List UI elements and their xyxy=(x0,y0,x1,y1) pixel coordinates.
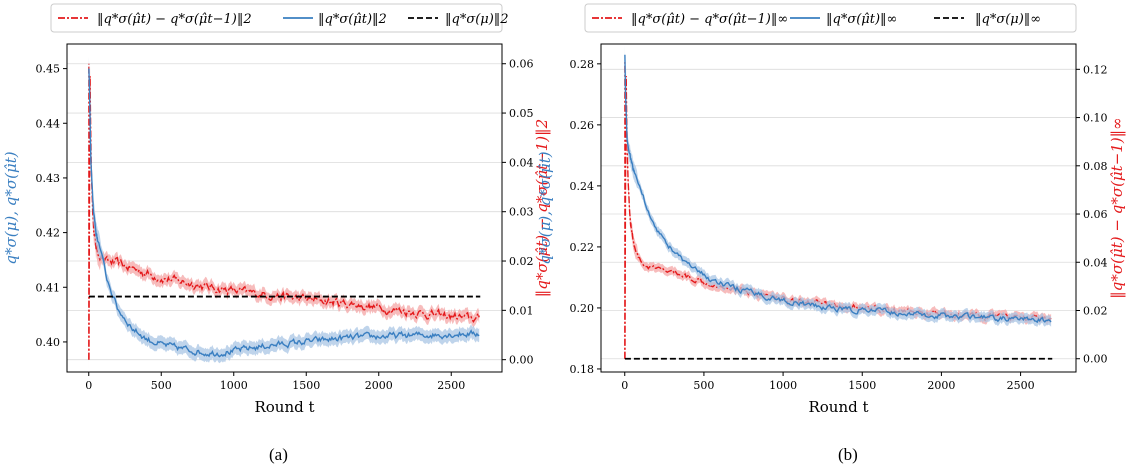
legend-label: ‖q*σ(μ̂t)‖∞ xyxy=(826,12,897,27)
legend: ‖q*σ(μ̂t) − q*σ(μ̂t−1)‖∞ ‖q*σ(μ̂t)‖∞ ‖q*σ(… xyxy=(584,3,1077,33)
y-left-tick-label: 0.26 xyxy=(570,119,595,132)
series-band-estimate xyxy=(624,45,1052,328)
caption-b: (b) xyxy=(838,445,858,464)
series-band-difference xyxy=(88,65,480,371)
plot-frame xyxy=(600,43,1077,373)
y-right-axis-label: ‖q*σ(μ̂t) − q*σ(μ̂t−1)‖∞ xyxy=(1108,117,1126,298)
plot-frame xyxy=(66,43,503,373)
x-tick-label: 0 xyxy=(85,379,92,392)
y-left-tick-label: 0.40 xyxy=(36,336,61,349)
y-left-tick-label: 0.22 xyxy=(570,241,595,254)
x-tick-label: 500 xyxy=(693,379,714,392)
y-right-axis-label: ‖q*σ(μ̂t) − q*σ(μ̂t−1)‖2 xyxy=(533,119,551,297)
y-left-tick-label: 0.18 xyxy=(570,363,595,376)
series-line-estimate xyxy=(88,68,480,358)
x-tick-label: 2000 xyxy=(927,379,955,392)
x-tick-label: 0 xyxy=(621,379,628,392)
y-right-tick-label: 0.02 xyxy=(1083,305,1108,318)
legend-box xyxy=(50,3,503,33)
y-right-tick-label: 0.06 xyxy=(1083,208,1108,221)
series-line-estimate xyxy=(624,54,1052,324)
y-left-tick-label: 0.28 xyxy=(570,58,595,71)
y-left-tick-label: 0.44 xyxy=(36,117,61,130)
y-right-tick-label: 0.05 xyxy=(509,107,534,120)
y-left-tick-label: 0.43 xyxy=(36,172,61,185)
y-right-tick-label: 0.10 xyxy=(1083,112,1108,125)
legend: ‖q*σ(μ̂t) − q*σ(μ̂t−1)‖2 ‖q*σ(μ̂t)‖2 ‖q*σ(… xyxy=(50,3,509,33)
series-band-estimate xyxy=(88,56,480,364)
legend-label: ‖q*σ(μ)‖2 xyxy=(445,12,509,27)
y-left-tick-label: 0.45 xyxy=(36,63,61,76)
legend-box xyxy=(584,3,1077,33)
x-tick-label: 2500 xyxy=(437,379,465,392)
y-right-tick-label: 0.06 xyxy=(509,58,534,71)
x-tick-label: 1000 xyxy=(220,379,248,392)
caption-a: (a) xyxy=(269,445,288,464)
y-left-tick-label: 0.42 xyxy=(36,227,61,240)
x-tick-label: 2500 xyxy=(1007,379,1035,392)
y-right-tick-label: 0.12 xyxy=(1083,63,1108,76)
y-left-tick-label: 0.20 xyxy=(570,302,595,315)
legend-label: ‖q*σ(μ̂t)‖2 xyxy=(318,12,387,27)
y-right-tick-label: 0.08 xyxy=(1083,160,1108,173)
y-right-tick-label: 0.00 xyxy=(1083,353,1108,366)
y-right-tick-label: 0.01 xyxy=(509,304,534,317)
legend-label: ‖q*σ(μ̂t) − q*σ(μ̂t−1)‖∞ xyxy=(631,12,788,27)
chart-panel-a: 0 500 1000 1500 2000 2500 0.40 0.41 0.42 0.43 0.44… xyxy=(2,3,551,416)
y-right-tick-label: 0.02 xyxy=(509,255,534,268)
y-right-tick-label: 0.04 xyxy=(509,156,534,169)
y-right-tick-label: 0.03 xyxy=(509,206,534,219)
x-tick-label: 1500 xyxy=(848,379,876,392)
series-line-difference xyxy=(88,76,480,360)
x-axis-label: Round t xyxy=(808,398,868,416)
y-left-axis-label: q*σ(μ), q*σ(μ̂t) xyxy=(536,151,554,264)
y-left-tick-label: 0.41 xyxy=(36,281,61,294)
y-right-tick-label: 0.04 xyxy=(1083,256,1108,269)
y-left-axis-label: q*σ(μ), q*σ(μ̂t) xyxy=(2,151,20,264)
x-tick-label: 1000 xyxy=(769,379,797,392)
legend-label: ‖q*σ(μ)‖∞ xyxy=(975,12,1041,27)
x-axis-label: Round t xyxy=(254,398,314,416)
x-tick-label: 1500 xyxy=(292,379,320,392)
x-tick-label: 2000 xyxy=(365,379,393,392)
y-left-tick-label: 0.24 xyxy=(570,180,595,193)
series-band-difference xyxy=(624,68,1052,367)
x-tick-label: 500 xyxy=(151,379,172,392)
chart-panel-b: 0 500 1000 1500 2000 2500 0.18 0.20 0.22 0.24 0.26… xyxy=(536,3,1126,416)
legend-label: ‖q*σ(μ̂t) − q*σ(μ̂t−1)‖2 xyxy=(97,12,252,27)
y-right-tick-label: 0.00 xyxy=(509,354,534,367)
